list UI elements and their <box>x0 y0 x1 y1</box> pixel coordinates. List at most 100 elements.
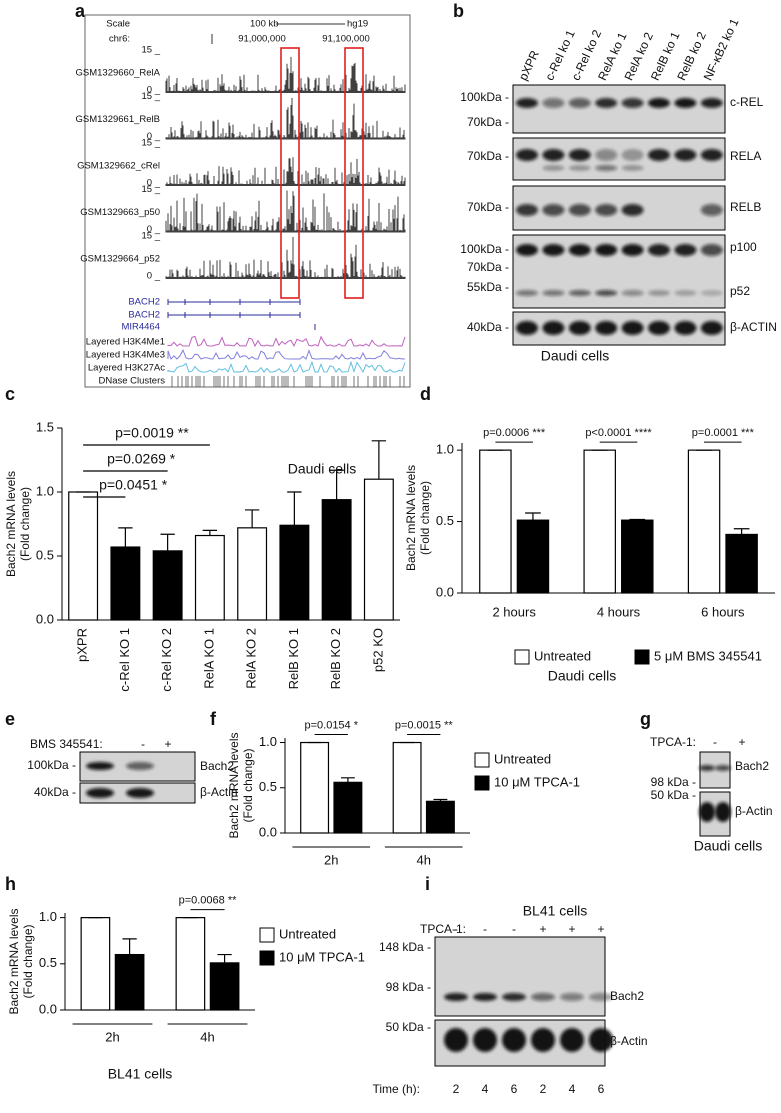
bar <box>725 533 758 594</box>
band <box>560 993 584 1001</box>
band <box>700 149 723 161</box>
p-value: p=0.0269 * <box>107 451 176 467</box>
band <box>674 290 697 296</box>
protein-label: β-Actin <box>735 804 773 818</box>
error-bar <box>160 533 175 551</box>
x-tick-label: RelA KO 2 <box>244 628 259 689</box>
band <box>595 321 618 335</box>
chrom-label: chr6: <box>109 34 130 45</box>
y-axis-label: Bach2 mRNA levels <box>227 732 241 838</box>
x-axis-label: BL41 cells <box>108 1066 173 1082</box>
protein-label: RELB <box>730 200 761 214</box>
blot-panel <box>512 84 726 134</box>
treatment-label: TPCA-1: <box>420 922 466 936</box>
panel-label: c <box>5 384 15 404</box>
track-name: GSM1329664_p52 <box>80 254 160 265</box>
y-axis-label: Bach2 mRNA levels <box>404 465 418 571</box>
layer-signal <box>167 335 406 348</box>
marker-label: 50 kDa - <box>651 788 696 802</box>
band <box>516 98 538 108</box>
marker-label: 100kDa - <box>460 242 509 256</box>
band <box>674 98 697 108</box>
band <box>473 993 497 1001</box>
marker-label: 70kDa - <box>467 149 509 163</box>
panel-label: d <box>420 384 431 404</box>
p-value: p=0.0006 *** <box>483 427 546 439</box>
band <box>516 149 538 161</box>
band <box>621 290 644 296</box>
band <box>700 290 723 296</box>
blot-caption: Daudi cells <box>694 838 762 854</box>
error-bar <box>329 469 344 500</box>
bar <box>114 953 145 1011</box>
band <box>715 765 731 771</box>
band <box>126 762 154 770</box>
band <box>568 244 591 256</box>
highlight-box <box>280 47 300 299</box>
treatment-label: BMS 345541: <box>30 737 103 751</box>
assembly: hg19 <box>347 19 368 30</box>
track-min: 0 _ <box>147 85 161 96</box>
blot-title: BL41 cells <box>523 903 588 919</box>
dnase-clusters <box>171 376 405 387</box>
band <box>444 993 468 1001</box>
x-tick-label: RelA KO 1 <box>201 628 216 689</box>
panel-label: f <box>210 709 217 729</box>
x-tick-label: 4h <box>200 1029 214 1044</box>
time-value: 4 <box>569 1082 576 1096</box>
scale-label: Scale <box>106 19 130 30</box>
band <box>595 98 618 108</box>
x-tick-label: 2h <box>105 1029 119 1044</box>
time-value: 6 <box>511 1082 518 1096</box>
protein-label: p100 <box>730 240 757 254</box>
x-tick-label: 4 hours <box>597 604 641 619</box>
protein-label: c-REL <box>730 95 764 109</box>
y-axis-label: (Fold change) <box>18 487 32 561</box>
x-tick-label: 2 hours <box>492 604 536 619</box>
bar <box>110 546 141 621</box>
scale-size: 100 kb <box>250 19 279 30</box>
x-tick-label: RelB KO 2 <box>328 628 343 689</box>
y-tick-label: 0.5 <box>36 547 54 562</box>
band <box>86 762 114 770</box>
error-bar <box>525 512 541 521</box>
marker-label: 50 kDa - <box>386 1020 431 1034</box>
band <box>674 244 697 256</box>
p-value: p=0.0451 * <box>99 477 168 493</box>
band <box>568 149 591 161</box>
band <box>502 993 526 1001</box>
p-value: p=0.0015 ** <box>395 719 454 731</box>
marker-label: 40kDa - <box>34 785 76 799</box>
panel-label: a <box>75 1 86 21</box>
band <box>542 290 565 296</box>
layer-label: Layered H3K27Ac <box>88 363 165 374</box>
marker-label: 70kDa - <box>467 200 509 214</box>
band <box>621 244 644 256</box>
x-tick-label: 4h <box>417 852 431 867</box>
band <box>621 98 644 108</box>
band <box>621 204 644 216</box>
band <box>516 321 538 335</box>
band <box>568 204 591 216</box>
panel-label: b <box>453 1 464 21</box>
bar <box>479 449 512 594</box>
band <box>542 204 565 216</box>
marker-label: 40kDa - <box>467 320 509 334</box>
legend-swatch <box>634 649 650 665</box>
band <box>473 1028 497 1052</box>
error-bar <box>118 527 133 548</box>
marker-label: 100kDa - <box>27 758 76 772</box>
bar <box>175 917 206 1011</box>
track-min: 0 _ <box>147 131 161 142</box>
highlight-box <box>344 47 364 299</box>
marker-label: 70kDa - <box>467 115 509 129</box>
error-bar <box>244 509 260 528</box>
protein-label: β-ACTIN <box>730 320 777 334</box>
lane-label: - <box>713 735 717 749</box>
protein-label: Bach2 <box>200 759 234 773</box>
layer-signal <box>167 360 406 374</box>
band <box>595 165 618 171</box>
protein-label: RELA <box>730 149 761 163</box>
time-label: Time (h): <box>372 1082 420 1096</box>
band <box>560 1028 584 1052</box>
